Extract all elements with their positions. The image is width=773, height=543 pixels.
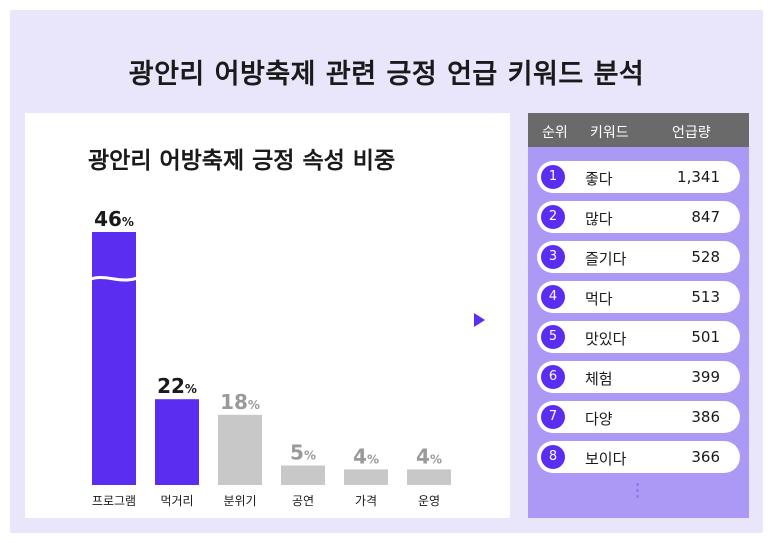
count-cell: 1,341 xyxy=(677,168,720,186)
column-header-keyword: 키워드 xyxy=(590,125,629,141)
chart-panel: 광안리 어방축제 긍정 속성 비중 46% 프로그램 22% 먹거리 18% 분위기 5% 공… xyxy=(25,113,510,518)
count-cell: 366 xyxy=(691,448,720,466)
keyword-cell: 좋다 xyxy=(585,170,613,188)
table-row: 5 맛있다 501 xyxy=(537,321,740,353)
category-label-0: 프로그램 xyxy=(92,494,136,508)
keyword-cell: 다양 xyxy=(585,410,613,428)
count-cell: 528 xyxy=(691,248,720,266)
value-label-3: 5% xyxy=(290,441,316,465)
rank-badge: 5 xyxy=(541,325,565,349)
value-label-0: 46% xyxy=(94,207,134,231)
table-row: 8 보이다 366 xyxy=(537,441,740,473)
keyword-cell: 맛있다 xyxy=(585,330,627,348)
rank-badge: 2 xyxy=(541,205,565,229)
rank-badge: 4 xyxy=(541,285,565,309)
keyword-cell: 즐기다 xyxy=(585,250,627,268)
bar-5 xyxy=(407,469,451,485)
table-header: 순위 키워드 언급량 xyxy=(528,113,749,147)
bar-4 xyxy=(344,469,388,485)
axis-break-mark xyxy=(85,274,143,283)
rank-badge: 8 xyxy=(541,445,565,469)
keyword-cell: 많다 xyxy=(585,210,613,228)
count-cell: 399 xyxy=(691,368,720,386)
category-label-5: 운영 xyxy=(418,494,440,508)
category-label-4: 가격 xyxy=(355,494,377,508)
bar-3 xyxy=(281,465,325,485)
table-row: 6 체험 399 xyxy=(537,361,740,393)
category-label-2: 분위기 xyxy=(223,494,256,508)
category-label-3: 공연 xyxy=(292,494,314,508)
bar-1 xyxy=(155,399,199,485)
value-label-4: 4% xyxy=(353,444,379,468)
rank-badge: 6 xyxy=(541,365,565,389)
table-row: 2 많다 847 xyxy=(537,201,740,233)
count-cell: 386 xyxy=(691,408,720,426)
count-cell: 513 xyxy=(691,288,720,306)
column-header-rank: 순위 xyxy=(542,125,568,141)
table-row: 4 먹다 513 xyxy=(537,281,740,313)
keyword-cell: 먹다 xyxy=(585,290,613,308)
value-label-2: 18% xyxy=(220,390,260,414)
value-label-5: 4% xyxy=(416,444,442,468)
bar-0 xyxy=(92,232,136,485)
rank-badge: 1 xyxy=(541,165,565,189)
value-label-1: 22% xyxy=(157,374,197,398)
table-row: 7 다양 386 xyxy=(537,401,740,433)
count-cell: 847 xyxy=(691,208,720,226)
more-dots-icon xyxy=(636,483,640,501)
keyword-cell: 체험 xyxy=(585,370,613,388)
category-label-1: 먹거리 xyxy=(160,494,193,508)
keyword-cell: 보이다 xyxy=(585,450,627,468)
page-title: 광안리 어방축제 관련 긍정 언급 키워드 분석 xyxy=(128,59,645,90)
chart-title: 광안리 어방축제 긍정 속성 비중 xyxy=(88,148,396,174)
bar-2 xyxy=(218,414,262,485)
table-row: 1 좋다 1,341 xyxy=(537,161,740,193)
rank-badge: 3 xyxy=(541,245,565,269)
keyword-table: 순위 키워드 언급량 1 좋다 1,341 2 많다 847 3 즐기다 528 4 먹다 513 5 맛… xyxy=(528,113,749,518)
count-cell: 501 xyxy=(691,328,720,346)
column-header-count: 언급량 xyxy=(672,125,711,141)
rank-badge: 7 xyxy=(541,405,565,429)
bar-chart: 46% 프로그램 22% 먹거리 18% 분위기 5% 공연 4% 가격 4% 운영 xyxy=(85,207,451,508)
arrow-right-icon xyxy=(474,313,485,327)
table-row: 3 즐기다 528 xyxy=(537,241,740,273)
